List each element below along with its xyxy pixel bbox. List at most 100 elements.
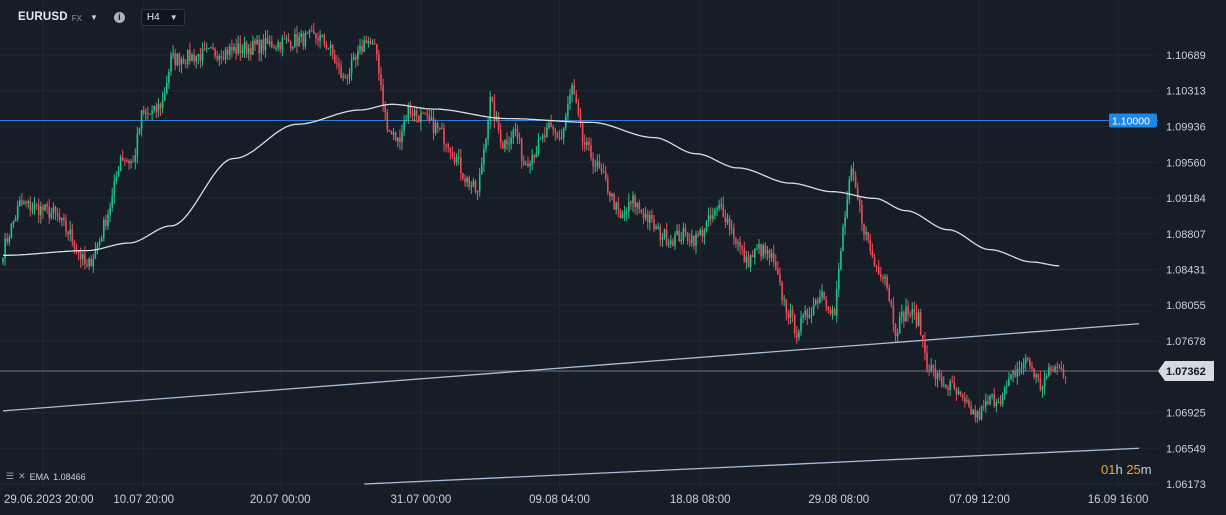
candle-body xyxy=(12,221,15,224)
candle-body xyxy=(716,208,718,210)
candle-body xyxy=(271,41,273,48)
candle-body xyxy=(640,209,643,213)
candle-body xyxy=(279,42,281,50)
candle-body xyxy=(397,137,399,142)
candle-body xyxy=(1003,387,1006,395)
candle-body xyxy=(464,178,466,182)
x-tick-label: 29.08 08:00 xyxy=(808,494,869,506)
candle-body xyxy=(29,201,32,211)
candle-body xyxy=(951,381,953,383)
candle-body xyxy=(796,333,798,338)
candle-body xyxy=(655,226,657,230)
candle-body xyxy=(756,248,758,250)
candle-body xyxy=(58,216,61,221)
candle-body xyxy=(777,269,779,275)
candle-body xyxy=(151,110,153,114)
candle-body xyxy=(75,248,78,251)
candle-body xyxy=(149,113,151,115)
candle-body xyxy=(539,138,542,140)
candle-body xyxy=(222,58,225,60)
candle-body xyxy=(98,241,101,245)
candle-body xyxy=(636,203,638,208)
candle-body xyxy=(10,223,13,238)
candle-body xyxy=(932,365,935,369)
candle-body xyxy=(724,216,727,223)
candle-body xyxy=(306,32,309,34)
indicator-settings-icon[interactable]: ☰ xyxy=(6,471,15,481)
indicator-name: EMA xyxy=(29,471,50,482)
candle-body xyxy=(407,105,410,121)
candle-body xyxy=(609,191,611,197)
candle-body xyxy=(604,172,607,179)
candle-body xyxy=(842,226,844,251)
candle-body xyxy=(665,229,668,245)
candle-body xyxy=(1008,378,1010,387)
candle-body xyxy=(1039,377,1042,390)
candle-body xyxy=(229,46,231,55)
candle-body xyxy=(359,45,361,52)
candle-body xyxy=(275,47,277,49)
candle-body xyxy=(901,312,903,317)
candle-body xyxy=(817,300,819,304)
x-tick-label: 31.07 00:00 xyxy=(391,494,452,506)
candle-body xyxy=(735,238,737,244)
timeframe-select[interactable]: H4 ▼ xyxy=(140,8,185,26)
x-tick-label: 16.09 16:00 xyxy=(1088,494,1149,506)
candle-body xyxy=(940,376,943,386)
candle-body xyxy=(913,308,916,313)
candle-body xyxy=(487,120,489,139)
candle-body xyxy=(262,39,265,51)
candle-body xyxy=(128,160,130,164)
candle-body xyxy=(409,105,412,114)
candle-body xyxy=(54,207,57,214)
candle-body xyxy=(903,312,905,322)
candle-body xyxy=(174,53,176,65)
candle-body xyxy=(653,219,655,230)
candle-body xyxy=(783,299,785,301)
candle-body xyxy=(644,214,647,218)
candle-body xyxy=(892,305,895,325)
candle-body xyxy=(134,155,137,162)
candle-body xyxy=(602,171,605,173)
candle-body xyxy=(420,113,422,123)
candle-body xyxy=(974,409,977,418)
candle-body xyxy=(100,237,103,242)
candle-body xyxy=(371,43,374,45)
candle-body xyxy=(226,49,229,55)
candle-body xyxy=(283,38,286,40)
info-icon[interactable]: i xyxy=(113,11,125,23)
symbol-label[interactable]: EURUSD xyxy=(18,11,68,23)
candle-body xyxy=(844,217,846,227)
candle-body xyxy=(663,229,666,238)
candle-body xyxy=(243,42,246,51)
candle-body xyxy=(308,30,311,33)
candle-body xyxy=(111,195,113,208)
indicator-legend: ☰ ✕ EMA 1.08466 xyxy=(6,471,86,482)
candle-body xyxy=(285,38,288,40)
candle-body xyxy=(103,219,105,238)
candle-body xyxy=(1010,374,1012,379)
candle-body xyxy=(512,130,515,139)
candle-body xyxy=(926,353,928,370)
candle-body xyxy=(596,161,599,166)
candle-body xyxy=(659,226,662,240)
candle-body xyxy=(588,141,590,146)
candle-body xyxy=(82,254,84,260)
candle-body xyxy=(575,94,578,104)
indicator-remove-icon[interactable]: ✕ xyxy=(18,471,26,481)
candle-body xyxy=(634,195,636,208)
candle-body xyxy=(470,186,473,188)
candle-body xyxy=(617,202,620,211)
candle-body xyxy=(105,219,107,227)
candle-body xyxy=(483,148,485,165)
candle-body xyxy=(672,240,674,246)
candle-body xyxy=(739,242,741,247)
candle-body xyxy=(516,129,519,139)
candle-body xyxy=(1041,387,1044,390)
candle-body xyxy=(42,206,44,211)
candle-body xyxy=(310,30,313,32)
candle-body xyxy=(121,157,124,161)
symbol-dropdown-icon[interactable]: ▼ xyxy=(90,12,98,22)
